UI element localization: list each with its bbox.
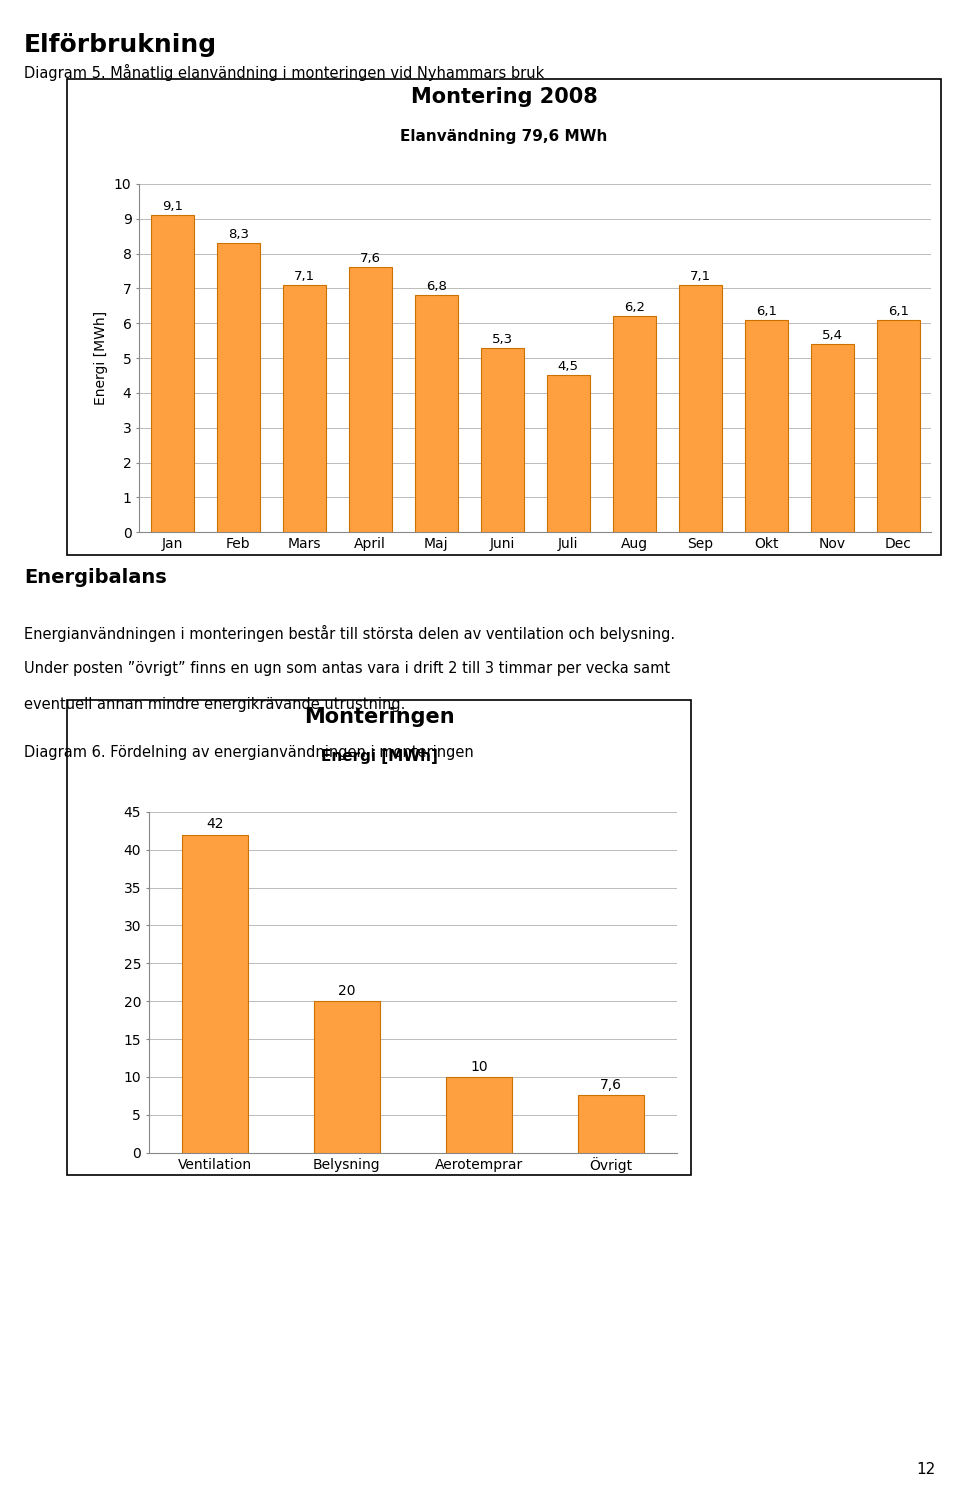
Text: 6,1: 6,1 (888, 305, 909, 317)
Bar (481, 348, 523, 532)
Text: 5,3: 5,3 (492, 332, 513, 345)
Bar (283, 286, 325, 532)
Text: 7,6: 7,6 (600, 1078, 622, 1091)
Text: 8,3: 8,3 (228, 229, 249, 241)
Bar (181, 834, 248, 1153)
Text: 7,1: 7,1 (294, 269, 315, 283)
Text: 6,2: 6,2 (624, 300, 645, 314)
Text: Monteringen: Monteringen (304, 707, 454, 727)
Text: 20: 20 (338, 984, 355, 999)
Bar (547, 375, 589, 532)
Y-axis label: Energi [MWh]: Energi [MWh] (94, 311, 108, 405)
Bar (151, 215, 194, 532)
Text: Under posten ”övrigt” finns en ugn som antas vara i drift 2 till 3 timmar per ve: Under posten ”övrigt” finns en ugn som a… (24, 661, 670, 676)
Bar (876, 320, 920, 532)
Text: 12: 12 (917, 1462, 936, 1477)
Text: 4,5: 4,5 (558, 360, 579, 374)
Bar (217, 244, 259, 532)
Text: 6,8: 6,8 (426, 280, 446, 293)
Text: Elförbrukning: Elförbrukning (24, 33, 217, 57)
Bar (679, 286, 722, 532)
Bar (314, 1002, 380, 1153)
Text: Energianvändningen i monteringen består till största delen av ventilation och be: Energianvändningen i monteringen består … (24, 625, 675, 641)
Text: Energi [MWh]: Energi [MWh] (321, 749, 438, 764)
Text: Diagram 5. Månatlig elanvändning i monteringen vid Nyhammars bruk: Diagram 5. Månatlig elanvändning i monte… (24, 64, 544, 81)
Text: 5,4: 5,4 (822, 329, 843, 342)
Text: 9,1: 9,1 (161, 200, 182, 214)
Bar (612, 317, 656, 532)
Text: 42: 42 (206, 818, 224, 831)
Bar (415, 296, 458, 532)
Text: 7,6: 7,6 (360, 253, 381, 266)
Text: 7,1: 7,1 (689, 269, 710, 283)
Bar (745, 320, 787, 532)
Text: Diagram 6. Fördelning av energianvändningen i monteringen: Diagram 6. Fördelning av energianvändnin… (24, 745, 473, 759)
Text: 6,1: 6,1 (756, 305, 777, 317)
Text: Energibalans: Energibalans (24, 568, 167, 588)
Text: Elanvändning 79,6 MWh: Elanvändning 79,6 MWh (400, 129, 608, 144)
Text: eventuell annan mindre energikrävande utrustning.: eventuell annan mindre energikrävande ut… (24, 697, 405, 712)
Bar (811, 344, 853, 532)
Bar (578, 1094, 644, 1153)
Bar (348, 268, 392, 532)
Text: Montering 2008: Montering 2008 (411, 87, 597, 106)
Bar (445, 1076, 512, 1153)
Text: 10: 10 (470, 1060, 488, 1073)
